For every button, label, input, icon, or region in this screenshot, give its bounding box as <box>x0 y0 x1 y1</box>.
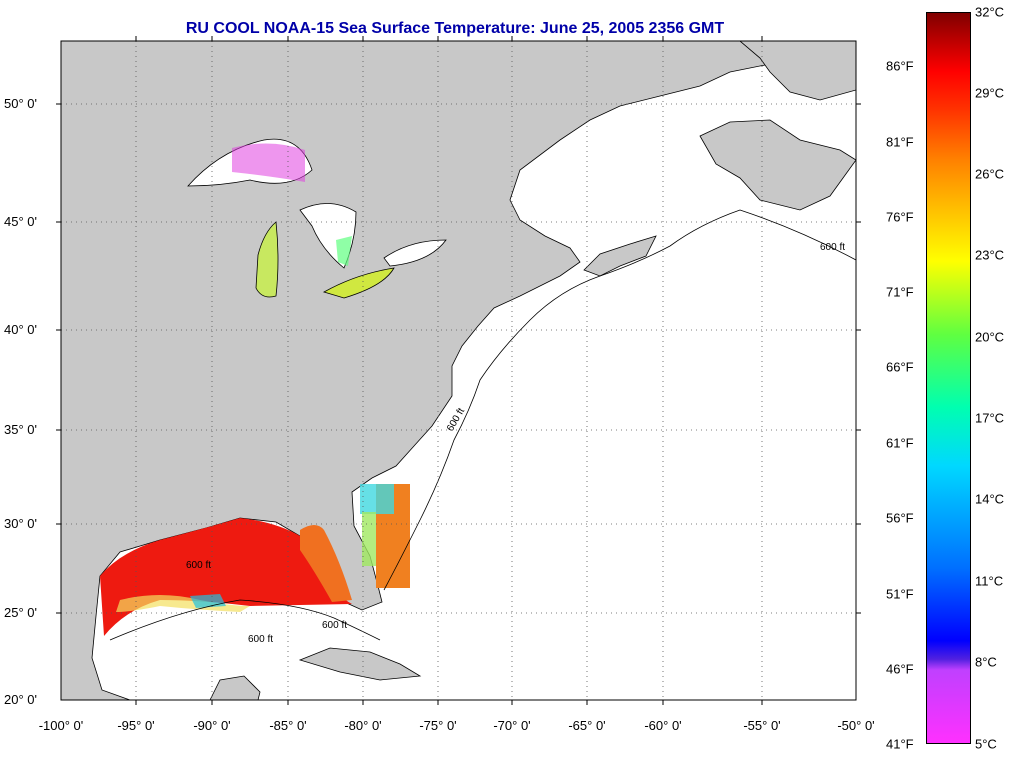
longitude-label: -80° 0' <box>344 718 382 733</box>
fahrenheit-label: 41°F <box>886 736 914 752</box>
isobath-600ft <box>383 209 857 591</box>
fahrenheit-label: 66°F <box>886 359 914 375</box>
celsius-label: 26°C <box>975 166 1005 182</box>
temperature-colorbar <box>926 12 971 744</box>
longitude-label: -95° 0' <box>117 718 155 733</box>
longitude-label: -65° 0' <box>568 718 606 733</box>
yucatan-land <box>209 675 261 701</box>
cuba-land <box>298 647 422 681</box>
gulf-sst-warm <box>100 518 352 636</box>
isobath-label-2: 600 ft <box>820 242 845 253</box>
tick-marks <box>56 36 861 705</box>
fahrenheit-label: 46°F <box>886 661 914 677</box>
isobath-label-3: 600 ft <box>322 620 347 631</box>
gulf-sst-cool-edge <box>116 595 250 612</box>
longitude-label: -75° 0' <box>419 718 457 733</box>
fahrenheit-label: 81°F <box>886 134 914 150</box>
fahrenheit-label: 86°F <box>886 58 914 74</box>
lake-superior-sst <box>232 143 305 182</box>
celsius-label: 11°C <box>975 573 1004 589</box>
celsius-label: 29°C <box>975 85 1005 101</box>
gulf-sst-teal-patches <box>190 594 226 608</box>
celsius-label: 32°C <box>975 4 1005 20</box>
fahrenheit-label: 56°F <box>886 510 914 526</box>
map-frame <box>60 40 857 701</box>
labrador-land <box>738 40 857 101</box>
map-title: RU COOL NOAA-15 Sea Surface Temperature:… <box>185 20 725 37</box>
latitude-label: 40° 0' <box>4 322 37 337</box>
fahrenheit-label: 71°F <box>886 284 914 300</box>
lake-ontario <box>383 239 447 267</box>
latitude-label: 45° 0' <box>4 214 37 229</box>
longitude-label: -85° 0' <box>269 718 307 733</box>
latitude-label: 25° 0' <box>4 605 37 620</box>
celsius-label: 14°C <box>975 491 1005 507</box>
latitude-label: 30° 0' <box>4 516 37 531</box>
newfoundland-land <box>699 119 857 211</box>
longitude-label: -90° 0' <box>193 718 231 733</box>
celsius-label: 17°C <box>975 410 1005 426</box>
latitude-label: 35° 0' <box>4 422 37 437</box>
nova-scotia-land <box>583 235 657 277</box>
celsius-label: 5°C <box>975 736 997 752</box>
lake-michigan <box>255 221 279 298</box>
celsius-label: 23°C <box>975 247 1005 263</box>
longitude-label: -55° 0' <box>743 718 781 733</box>
lake-huron-sst <box>336 236 352 266</box>
lake-erie <box>322 267 395 299</box>
latitude-label: 20° 0' <box>4 692 37 707</box>
latitude-label: 50° 0' <box>4 96 37 111</box>
fahrenheit-label: 76°F <box>886 209 914 225</box>
land-mass <box>60 40 772 701</box>
celsius-label: 8°C <box>975 654 997 670</box>
isobath-gulf <box>109 599 381 641</box>
longitude-label: -70° 0' <box>493 718 531 733</box>
isobath-label-4: 600 ft <box>186 560 211 571</box>
atlantic-sst-band <box>362 512 376 566</box>
isobath-label-5: 600 ft <box>248 634 273 645</box>
atlantic-sst-north <box>360 484 394 514</box>
longitude-label: -50° 0' <box>837 718 875 733</box>
florida-west-sst <box>300 525 352 602</box>
fahrenheit-label: 51°F <box>886 586 914 602</box>
longitude-label: -60° 0' <box>644 718 682 733</box>
celsius-label: 20°C <box>975 329 1005 345</box>
longitude-label: -100° 0' <box>38 718 84 733</box>
fahrenheit-label: 61°F <box>886 435 914 451</box>
